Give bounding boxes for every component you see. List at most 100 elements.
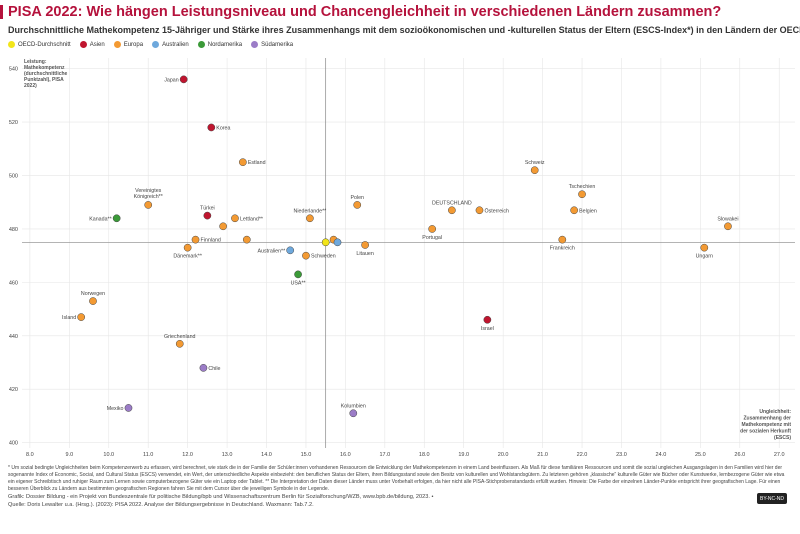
- x-tick-label: 22.0: [577, 452, 588, 458]
- x-tick-label: 14.0: [261, 452, 272, 458]
- data-label: Schweiz: [525, 160, 545, 166]
- data-point: [242, 235, 251, 244]
- data-point: [179, 75, 188, 84]
- legend-item-europa[interactable]: Europa: [113, 41, 144, 48]
- data-label: Ungarn: [696, 254, 713, 260]
- legend-item-nordamerika[interactable]: Nordamerika: [197, 41, 242, 48]
- x-tick-label: 17.0: [379, 452, 390, 458]
- x-tick-label: 24.0: [656, 452, 667, 458]
- data-point: [77, 313, 86, 321]
- data-label: Korea: [216, 125, 230, 131]
- data-label: Niederlande**: [294, 208, 327, 214]
- y-axis-label: Leistung: Mathekompetenz (durchschnittlich…: [24, 59, 68, 89]
- legend-dot-nordamerika: [197, 41, 205, 48]
- data-point: [724, 222, 732, 231]
- data-label: Lettland**: [240, 216, 263, 222]
- y-tick-label: 440: [9, 334, 18, 340]
- x-tick-label: 21.0: [537, 452, 548, 458]
- x-tick-label: 9.0: [65, 452, 73, 458]
- data-label: Türkei: [200, 206, 215, 212]
- data-label: Vereinigtes Königreich**: [134, 188, 163, 200]
- data-point: [302, 251, 310, 260]
- data-label: Belgien: [579, 208, 597, 214]
- x-tick-label: 18.0: [419, 452, 430, 458]
- x-tick-label: 13.0: [222, 452, 233, 458]
- x-tick-label: 19.0: [458, 452, 469, 458]
- data-point: [144, 201, 153, 209]
- x-tick-label: 11.0: [143, 452, 153, 458]
- data-point: [286, 246, 295, 255]
- data-point: [321, 238, 330, 247]
- data-label: Mexiko: [107, 406, 124, 412]
- data-point: [207, 123, 216, 132]
- data-point: [306, 214, 314, 223]
- data-label: Finnland: [201, 238, 221, 244]
- legend-label: Asien: [89, 41, 105, 48]
- data-point: [89, 297, 97, 305]
- data-point: [239, 158, 247, 167]
- data-label: Portugal: [422, 235, 442, 241]
- credit-source: Quelle: Doris Lewalter u.a. (Hrsg.). (20…: [8, 502, 314, 508]
- data-point: [700, 243, 709, 252]
- y-tick-label: 420: [9, 387, 18, 393]
- data-label: USA**: [291, 280, 306, 286]
- x-tick-label: 16.0: [340, 452, 351, 458]
- legend-dot-europa: [113, 41, 121, 48]
- x-tick-label: 23.0: [616, 452, 627, 458]
- legend-item-oecd[interactable]: OECD-Durchschnitt: [8, 41, 71, 48]
- license-badge[interactable]: BY-NC-ND: [757, 493, 787, 504]
- y-tick-label: 540: [9, 67, 18, 73]
- legend-label: Südamerika: [261, 41, 294, 48]
- legend-item-suedamerika[interactable]: Südamerika: [251, 41, 293, 48]
- y-tick-label: 480: [9, 227, 18, 233]
- data-point: [191, 235, 200, 244]
- data-point: [361, 241, 369, 249]
- data-point: [199, 364, 208, 372]
- y-tick-label: 460: [9, 280, 18, 286]
- x-tick-label: 26.0: [734, 452, 745, 458]
- data-point: [530, 166, 539, 175]
- legend: OECD-Durchschnitt Asien Europa Australie…: [8, 41, 293, 48]
- data-label: Chile: [208, 366, 220, 372]
- data-point: [294, 270, 302, 279]
- data-label: Japan: [164, 77, 178, 83]
- legend-dot-asien: [79, 41, 87, 48]
- data-point: [448, 206, 456, 215]
- data-label: Estland: [248, 160, 266, 166]
- data-point: [353, 201, 362, 209]
- data-label: Island: [62, 315, 76, 321]
- credit-graphic: Grafik: Dossier Bildung - ein Projekt vo…: [8, 494, 434, 500]
- x-tick-label: 10.0: [103, 452, 114, 458]
- legend-item-australien[interactable]: Australien: [152, 41, 189, 48]
- chart-subtitle: Durchschnittliche Mathekompetenz 15-Jähr…: [8, 25, 800, 35]
- data-label: Griechenland: [164, 334, 196, 340]
- data-point: [219, 222, 227, 231]
- legend-label: Australien: [162, 41, 189, 48]
- data-point: [475, 206, 484, 215]
- footnote: * Um sozial bedingte Ungleichheiten beim…: [8, 465, 785, 492]
- data-label: Australien**: [257, 248, 285, 254]
- x-axis-label: Ungleichheit: Zusammenhang der Mathekompet…: [740, 409, 791, 441]
- data-point: [558, 235, 567, 244]
- legend-label: Europa: [123, 41, 144, 48]
- legend-label: OECD-Durchschnitt: [18, 41, 71, 48]
- data-point: [183, 243, 192, 252]
- legend-dot-australien: [152, 41, 160, 48]
- data-label: Kolumbien: [341, 403, 366, 409]
- data-label: Österreich: [484, 207, 508, 214]
- data-label: Litauen: [356, 251, 373, 257]
- data-point: [349, 409, 358, 418]
- data-label: Polen: [350, 195, 364, 201]
- data-point: [570, 206, 578, 215]
- data-label: Schweden: [311, 254, 336, 260]
- legend-item-asien[interactable]: Asien: [79, 41, 105, 48]
- x-tick-label: 27.0: [774, 452, 785, 458]
- data-label: Tschechien: [569, 184, 596, 190]
- data-point: [578, 190, 586, 199]
- x-tick-label: 12.0: [182, 452, 193, 458]
- legend-dot-suedamerika: [251, 41, 259, 48]
- x-tick-label: 15.0: [301, 452, 312, 458]
- data-point: [483, 315, 492, 324]
- data-label: DEUTSCHLAND: [432, 200, 472, 206]
